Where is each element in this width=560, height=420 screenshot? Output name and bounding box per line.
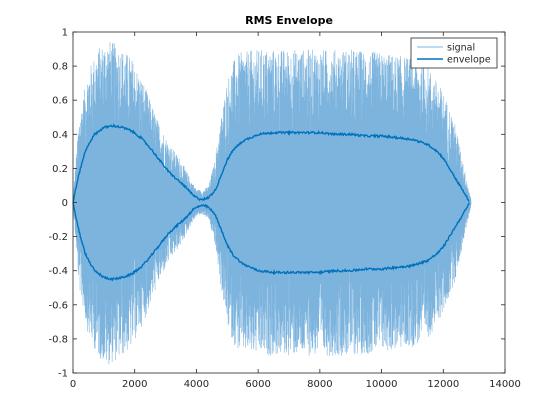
y-tick-label: -1 bbox=[58, 369, 68, 380]
y-tick-label: -0.8 bbox=[48, 334, 68, 345]
envelope-lower-line bbox=[72, 202, 470, 282]
x-tick-label: 2000 bbox=[122, 379, 147, 390]
y-tick-label: 0.6 bbox=[52, 96, 68, 107]
chart-title: RMS Envelope bbox=[245, 14, 333, 27]
x-tick-label: 14000 bbox=[489, 379, 521, 390]
x-tick-label: 12000 bbox=[427, 379, 459, 390]
y-tick-label: 0.2 bbox=[52, 164, 68, 175]
x-tick-label: 6000 bbox=[245, 379, 270, 390]
envelope-upper-line bbox=[72, 123, 470, 203]
y-tick-label: -0.6 bbox=[48, 300, 68, 311]
y-tick-label: 0.8 bbox=[52, 62, 68, 73]
y-tick-label: 1 bbox=[62, 28, 68, 39]
envelope-series bbox=[72, 123, 470, 282]
x-tick-label: 8000 bbox=[307, 379, 332, 390]
x-tick-label: 10000 bbox=[366, 379, 398, 390]
y-tick-label: 0.4 bbox=[52, 130, 68, 141]
signal-line bbox=[72, 42, 472, 365]
x-tick-label: 0 bbox=[70, 379, 76, 390]
signal-series bbox=[72, 42, 472, 365]
x-tick-label: 4000 bbox=[184, 379, 209, 390]
legend-box bbox=[410, 37, 498, 69]
y-tick-label: -0.4 bbox=[48, 266, 68, 277]
legend-label-envelope: envelope bbox=[447, 55, 491, 66]
y-tick-label: -0.2 bbox=[48, 232, 68, 243]
axis-ticks: 0 2000 4000 6000 8000 10000 12000 14000 -1 -0.8 -0… bbox=[48, 28, 520, 391]
legend: signal envelope bbox=[410, 37, 498, 69]
legend-label-signal: signal bbox=[447, 43, 475, 54]
y-tick-label: 0 bbox=[62, 198, 68, 209]
